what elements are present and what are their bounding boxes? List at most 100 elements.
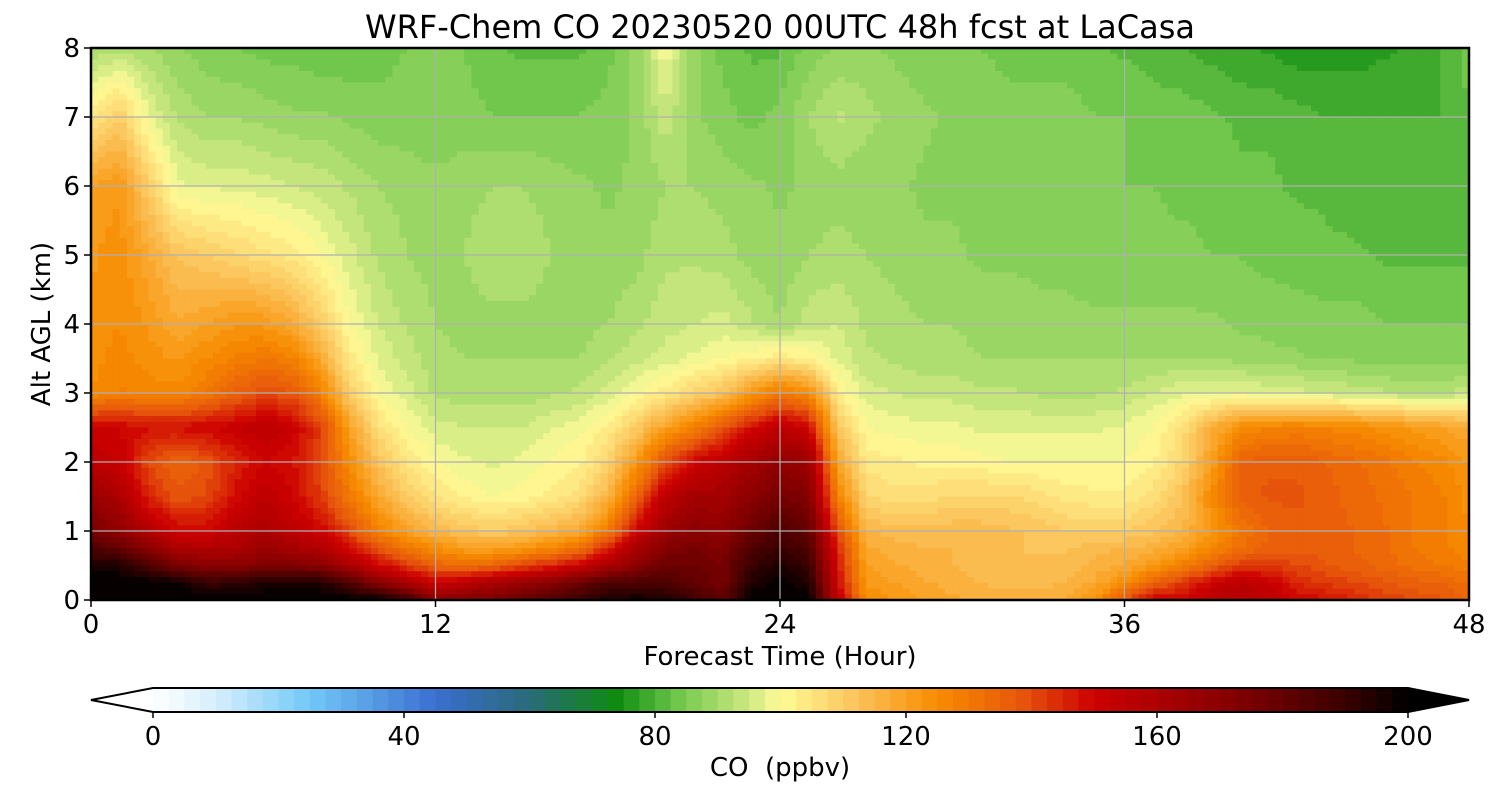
contour-cell — [205, 186, 214, 193]
contour-cell — [758, 157, 767, 164]
contour-cell — [858, 59, 867, 66]
contour-cell — [263, 140, 272, 147]
contour-cell — [457, 88, 465, 95]
contour-cell — [148, 88, 157, 95]
contour-cell — [1318, 48, 1327, 55]
contour-cell — [1275, 48, 1283, 55]
contour-cell — [428, 59, 437, 66]
contour-cell — [765, 117, 774, 124]
contour-cell — [198, 59, 207, 66]
contour-cell — [844, 111, 853, 118]
contour-cell — [1246, 140, 1255, 147]
contour-cell — [98, 117, 106, 124]
contour-cell — [119, 157, 128, 164]
contour-cell — [1074, 105, 1083, 112]
contour-cell — [729, 157, 738, 164]
contour-cell — [535, 151, 544, 158]
contour-cell — [1009, 53, 1018, 61]
contour-cell — [600, 88, 609, 95]
contour-cell — [1024, 122, 1032, 130]
contour-cell — [270, 151, 279, 158]
contour-cell — [449, 105, 458, 112]
contour-cell — [205, 145, 214, 153]
contour-cell — [378, 76, 386, 84]
contour-cell — [112, 71, 121, 78]
contour-cell — [1339, 168, 1348, 176]
contour-cell — [1268, 117, 1276, 124]
contour-cell — [349, 180, 358, 187]
contour-cell — [313, 48, 322, 55]
contour-cell — [363, 140, 372, 147]
contour-cell — [385, 59, 394, 66]
contour-cell — [299, 71, 307, 78]
contour-cell — [1102, 168, 1111, 176]
contour-cell — [1016, 94, 1025, 101]
contour-cell — [399, 82, 408, 89]
contour-cell — [141, 157, 150, 164]
contour-cell — [1124, 59, 1133, 66]
contour-cell — [1325, 191, 1334, 199]
contour-cell — [902, 191, 910, 199]
contour-cell — [1268, 134, 1276, 141]
contour-cell — [1110, 128, 1118, 135]
contour-cell — [672, 94, 681, 101]
contour-cell — [1433, 117, 1441, 124]
contour-cell — [327, 163, 336, 170]
contour-cell — [370, 157, 379, 164]
contour-cell — [378, 168, 386, 176]
contour-cell — [923, 53, 932, 61]
contour-cell — [1454, 145, 1463, 153]
contour-cell — [1289, 168, 1298, 176]
contour-cell — [1461, 191, 1469, 199]
contour-cell — [1354, 53, 1362, 61]
contour-cell — [873, 94, 882, 101]
contour-cell — [227, 59, 236, 66]
contour-cell — [500, 151, 508, 158]
contour-cell — [1253, 88, 1262, 95]
contour-cell — [1404, 134, 1413, 141]
contour-cell — [370, 71, 379, 78]
contour-cell — [1009, 151, 1018, 158]
contour-cell — [708, 82, 717, 89]
contour-cell — [478, 53, 487, 61]
contour-cell — [1440, 191, 1449, 199]
contour-cell — [679, 105, 688, 112]
contour-cell — [571, 99, 580, 107]
contour-cell — [1110, 191, 1118, 199]
contour-cell — [1131, 48, 1140, 55]
contour-cell — [952, 82, 961, 89]
contour-cell — [213, 111, 221, 118]
contour-cell — [758, 88, 767, 95]
contour-cell — [500, 59, 508, 66]
contour-cell — [471, 122, 480, 130]
contour-cell — [894, 163, 903, 170]
contour-cell — [134, 71, 142, 78]
contour-cell — [686, 76, 695, 84]
contour-cell — [1433, 157, 1441, 164]
contour-cell — [241, 128, 250, 135]
contour-cell — [413, 134, 422, 141]
contour-cell — [1059, 180, 1068, 187]
contour-cell — [1224, 151, 1233, 158]
contour-cell — [471, 128, 480, 135]
contour-cell — [722, 105, 731, 112]
contour-cell — [1346, 117, 1355, 124]
contour-cell — [1296, 128, 1305, 135]
contour-cell — [945, 128, 953, 135]
contour-cell — [535, 59, 544, 66]
contour-cell — [105, 117, 114, 124]
contour-cell — [722, 186, 731, 193]
contour-cell — [356, 134, 365, 141]
contour-cell — [909, 128, 917, 135]
contour-cell — [1368, 105, 1377, 112]
contour-cell — [1138, 48, 1147, 55]
contour-cell — [916, 157, 925, 164]
contour-cell — [1031, 180, 1039, 187]
contour-cell — [1253, 99, 1262, 107]
contour-cell — [105, 59, 114, 66]
contour-cell — [313, 59, 322, 66]
contour-cell — [1361, 59, 1370, 66]
contour-cell — [1375, 134, 1384, 141]
contour-cell — [1354, 48, 1362, 55]
contour-cell — [1361, 111, 1370, 118]
